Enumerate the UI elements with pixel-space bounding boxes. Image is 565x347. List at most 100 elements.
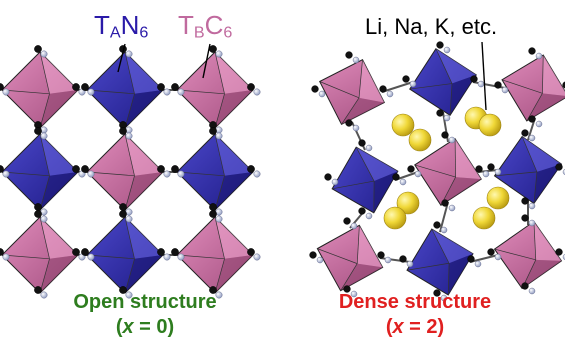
nitrogen-atom [87,170,95,178]
carbon-atom [247,83,255,91]
carbon-atom [81,165,89,173]
blue-octahedron [176,133,254,211]
nitrogen-atom [494,253,502,261]
carbon-atom [441,131,449,139]
carbon-atom [34,210,42,218]
nitrogen-atom [443,46,451,54]
carbon-atom [209,210,217,218]
carbon-atom [436,109,444,117]
carbon-atom [157,83,165,91]
carbon-atom [467,255,475,263]
nitrogen-atom [215,50,223,58]
nitrogen-atom [125,126,133,134]
carbon-atom [34,45,42,53]
nitrogen-atom [528,202,536,210]
carbon-atom [521,214,529,222]
nitrogen-atom [414,170,422,178]
carbon-atom [528,47,536,55]
nitrogen-atom [40,126,48,134]
carbon-atom [247,248,255,256]
carbon-atom [209,127,217,135]
nitrogen-atom [125,291,133,299]
carbon-atom [34,203,42,211]
tan6-label: TAN6 [94,10,149,42]
nitrogen-atom [177,253,185,261]
carbon-atom [309,251,317,259]
alkali-ion [383,206,407,230]
nitrogen-atom [40,50,48,58]
nitrogen-atom [443,114,451,122]
alkali-ion [396,191,420,215]
nitrogen-atom [2,170,10,178]
carbon-atom [247,165,255,173]
nitrogen-atom [386,90,394,98]
carbon-atom [171,165,179,173]
nitrogen-atom [528,134,536,142]
linker-bond [439,201,449,233]
carbon-atom [399,255,407,263]
nitrogen-atom [365,144,373,152]
pink-octahedron [86,133,164,211]
nitrogen-atom [318,90,326,98]
nitrogen-atom [448,136,456,144]
carbon-atom [119,127,127,135]
blue-octahedron [1,133,79,211]
carbon-atom [521,129,529,137]
carbon-atom [209,286,217,294]
linker-bond [381,81,414,93]
open-structure-caption: Open structure (x = 0) [35,291,255,339]
blue-octahedron [86,216,164,294]
carbon-atom [433,289,441,297]
nitrogen-atom [384,256,392,264]
nitrogen-atom [40,132,48,140]
carbon-atom [171,248,179,256]
carbon-atom [470,75,478,83]
carbon-atom [157,165,165,173]
pointer-lines [117,41,487,111]
nitrogen-atom [163,253,171,261]
carbon-atom [119,286,127,294]
pink-octahedron [1,51,79,129]
nitrogen-atom [253,170,261,178]
nitrogen-atom [350,222,358,230]
nitrogen-atom [528,219,536,227]
alkali-ion [408,128,432,152]
pink-octahedron [316,224,384,292]
nitrogen-atom [215,126,223,134]
carbon-atom [475,165,483,173]
alkali-ion [472,206,496,230]
carbon-atom [358,139,366,147]
nitrogen-atom [494,168,502,176]
nitrogen-atom [2,88,10,96]
carbon-atom [521,197,529,205]
nitrogen-atom [440,226,448,234]
nitrogen-atom [535,120,543,128]
nitrogen-atom [365,212,373,220]
nitrogen-atom [40,291,48,299]
nitrogen-atom [215,132,223,140]
nitrogen-atom [409,80,417,88]
dense-structure-caption: Dense structure (x = 2) [300,291,530,339]
carbon-atom [433,221,441,229]
nitrogen-atom [177,88,185,96]
dense-structure-condition: (x = 2) [385,316,445,338]
carbon-atom [311,85,319,93]
carbon-atom [81,83,89,91]
nitrogen-atom [253,253,261,261]
nitrogen-atom [406,260,414,268]
open-structure-panel [0,45,261,299]
carbon-atom [528,115,536,123]
carbon-atom [343,217,351,225]
nitrogen-atom [535,52,543,60]
carbon-atom [377,251,385,259]
open-structure-title: Open structure [73,291,217,313]
carbon-atom [555,248,563,256]
carbon-atom [487,248,495,256]
dense-structure-panel [309,41,565,302]
nitrogen-atom [87,88,95,96]
nitrogen-atom [448,204,456,212]
carbon-atom [157,248,165,256]
carbon-atom [72,165,80,173]
nitrogen-atom [440,294,448,302]
carbon-atom [379,85,387,93]
